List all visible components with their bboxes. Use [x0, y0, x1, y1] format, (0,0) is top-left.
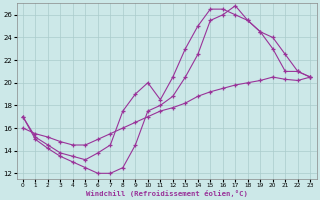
X-axis label: Windchill (Refroidissement éolien,°C): Windchill (Refroidissement éolien,°C) — [86, 190, 248, 197]
